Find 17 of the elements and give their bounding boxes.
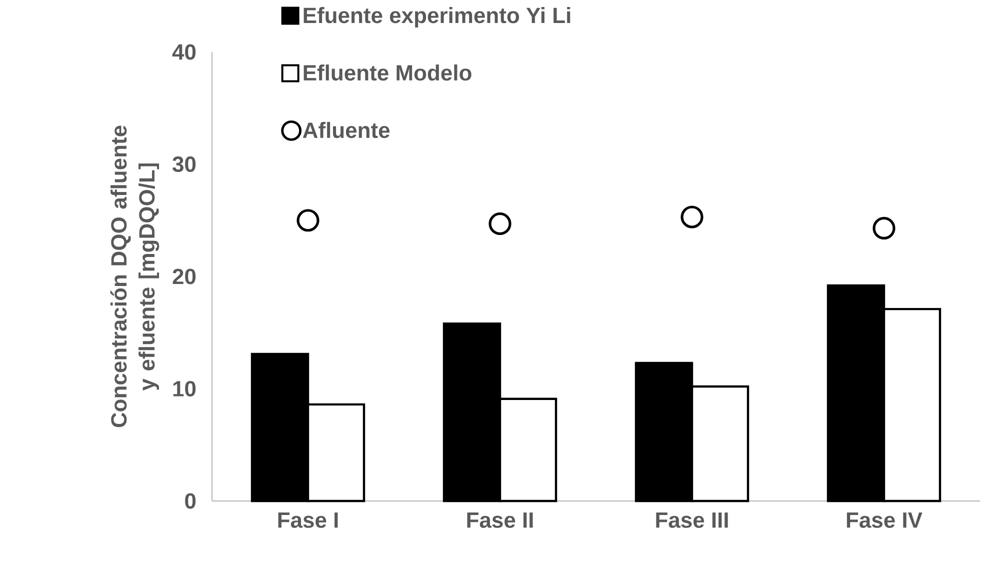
y-tick-label: 10: [173, 380, 196, 397]
y-tick-label: 0: [185, 493, 196, 509]
point: [680, 206, 704, 228]
y-tick-label: 30: [172, 156, 196, 172]
y-axis-title: Concentración DQO afluente y efluente [mgDQO/L]: [110, 126, 160, 428]
x-tick-label: Fase IV: [846, 512, 922, 528]
y-tick-label: 20: [172, 268, 196, 284]
point: [488, 212, 512, 236]
legend-label: Efuente experimento Yi Li: [304, 7, 570, 28]
x-tick-label: Fase I: [278, 512, 338, 528]
legend-label: Efluente Modelo: [304, 64, 472, 81]
y-tick-label: 40: [172, 44, 196, 60]
point: [296, 209, 320, 232]
point: [872, 216, 896, 240]
x-tick-label: Fase II: [467, 512, 533, 528]
x-tick-label: Fase III: [656, 512, 728, 528]
legend-label: Afluente: [302, 122, 390, 138]
